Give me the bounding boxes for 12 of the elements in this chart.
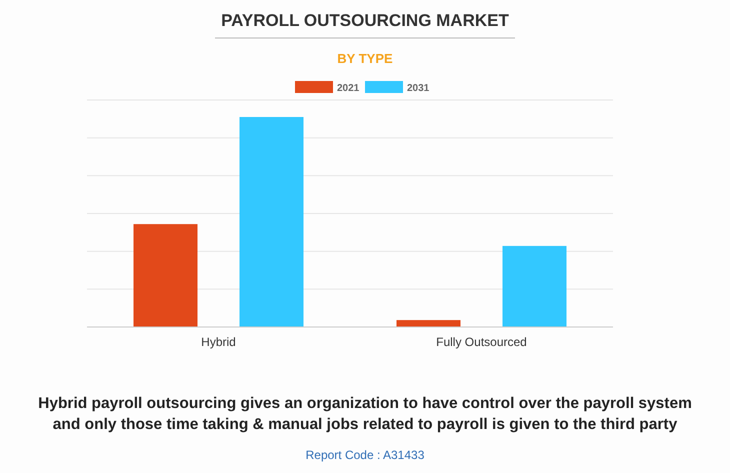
legend-label: 2031 xyxy=(407,83,430,94)
bar xyxy=(396,320,460,327)
chart-title: PAYROLL OUTSOURCING MARKET xyxy=(221,11,510,30)
bar xyxy=(240,117,304,327)
bar xyxy=(134,224,198,327)
legend-label: 2021 xyxy=(337,83,360,94)
bar xyxy=(502,246,566,327)
x-tick-label: Hybrid xyxy=(201,335,236,349)
text: Hybrid payroll outsourcing gives an organization to have control over the payroll system and only those time taking & manual jobs related to payroll is given to the third party xyxy=(38,395,692,433)
chart-subtitle: BY TYPE xyxy=(337,51,394,66)
x-tick-label: Fully Outsourced xyxy=(436,335,527,349)
text: Report Code : A31433 xyxy=(306,448,425,462)
